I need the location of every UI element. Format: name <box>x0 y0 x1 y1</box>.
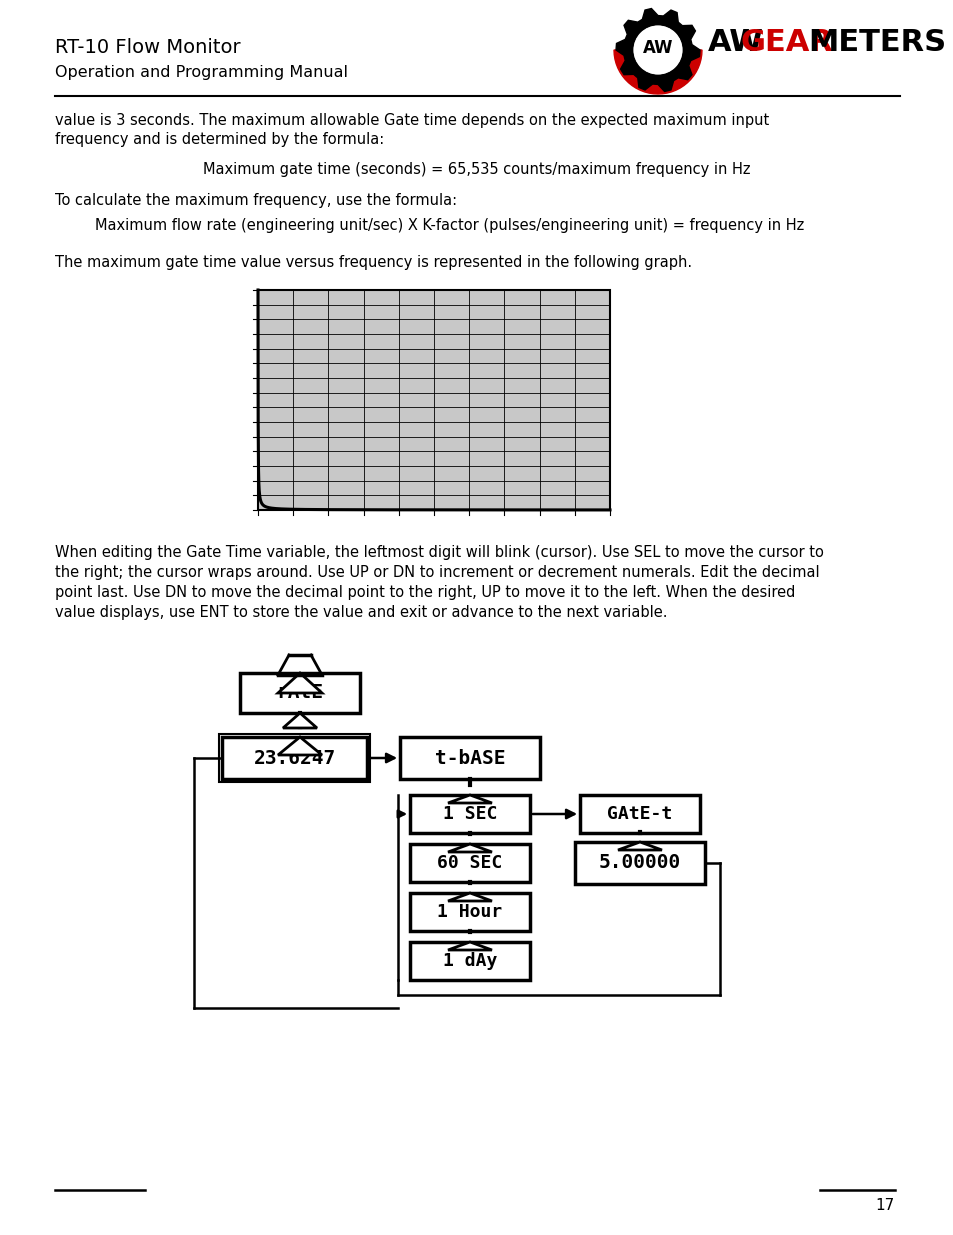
Text: GAtE-t: GAtE-t <box>607 805 672 823</box>
Circle shape <box>633 26 681 74</box>
Polygon shape <box>448 795 492 803</box>
Polygon shape <box>283 713 316 727</box>
Bar <box>410 795 530 832</box>
Text: 1 dAy: 1 dAy <box>442 952 497 969</box>
Text: Maximum gate time (seconds) = 65,535 counts/maximum frequency in Hz: Maximum gate time (seconds) = 65,535 cou… <box>203 162 750 177</box>
Text: value displays, use ENT to store the value and exit or advance to the next varia: value displays, use ENT to store the val… <box>55 605 667 620</box>
Text: AW: AW <box>707 28 763 57</box>
Bar <box>410 942 530 981</box>
Bar <box>579 795 700 832</box>
Text: 60 SEC: 60 SEC <box>436 853 502 872</box>
Text: METERS: METERS <box>807 28 945 57</box>
Bar <box>410 844 530 882</box>
Bar <box>399 737 539 779</box>
Text: value is 3 seconds. The maximum allowable Gate time depends on the expected maxi: value is 3 seconds. The maximum allowabl… <box>55 112 768 128</box>
Text: Maximum flow rate (engineering unit/sec) X K-factor (pulses/engineering unit) = : Maximum flow rate (engineering unit/sec)… <box>95 219 803 233</box>
Text: GEAR: GEAR <box>740 28 833 57</box>
Bar <box>575 842 704 884</box>
Text: RT-10 Flow Monitor: RT-10 Flow Monitor <box>55 38 240 57</box>
Polygon shape <box>614 49 701 94</box>
Bar <box>410 893 530 931</box>
Polygon shape <box>277 673 322 693</box>
Text: AW: AW <box>642 40 673 57</box>
Polygon shape <box>616 9 700 91</box>
Text: 23.6247: 23.6247 <box>253 748 335 767</box>
Bar <box>219 734 370 782</box>
Polygon shape <box>448 942 492 950</box>
Text: 1 SEC: 1 SEC <box>442 805 497 823</box>
Text: the right; the cursor wraps around. Use UP or DN to increment or decrement numer: the right; the cursor wraps around. Use … <box>55 564 819 580</box>
Bar <box>257 290 609 510</box>
Bar <box>240 673 359 713</box>
Text: frequency and is determined by the formula:: frequency and is determined by the formu… <box>55 132 384 147</box>
Text: t-bASE: t-bASE <box>435 748 505 767</box>
Bar <box>257 290 609 510</box>
Text: 5.00000: 5.00000 <box>598 853 680 872</box>
Polygon shape <box>277 737 322 755</box>
Text: 17: 17 <box>875 1198 894 1213</box>
Polygon shape <box>448 893 492 902</box>
Text: rAtE: rAtE <box>276 683 323 703</box>
Text: To calculate the maximum frequency, use the formula:: To calculate the maximum frequency, use … <box>55 193 456 207</box>
Polygon shape <box>618 842 661 850</box>
Text: point last. Use DN to move the decimal point to the right, UP to move it to the : point last. Use DN to move the decimal p… <box>55 585 795 600</box>
Polygon shape <box>448 844 492 852</box>
Text: 1 Hour: 1 Hour <box>436 903 502 921</box>
Text: Operation and Programming Manual: Operation and Programming Manual <box>55 65 348 80</box>
Text: When editing the Gate Time variable, the leftmost digit will blink (cursor). Use: When editing the Gate Time variable, the… <box>55 545 823 559</box>
Text: The maximum gate time value versus frequency is represented in the following gra: The maximum gate time value versus frequ… <box>55 254 691 270</box>
Bar <box>222 737 367 779</box>
